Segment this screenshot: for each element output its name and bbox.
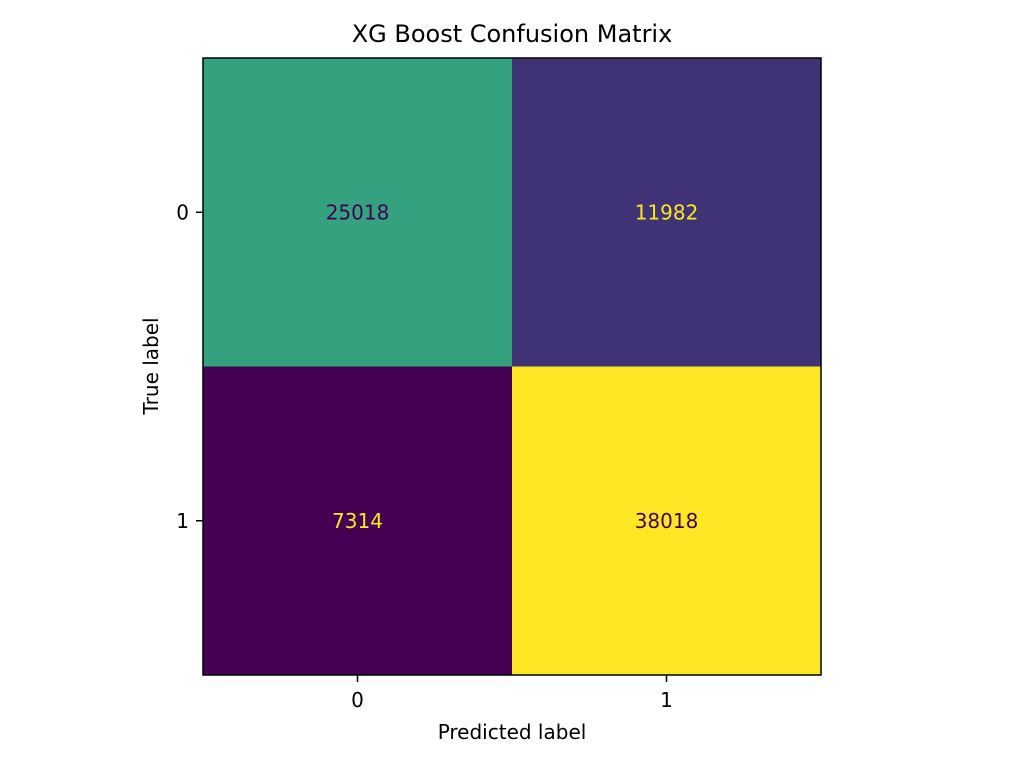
heatmap-cell-0-0 (203, 58, 512, 367)
x-axis-label: Predicted label (438, 720, 587, 744)
x-tick-label-0: 0 (351, 688, 364, 712)
chart-title: XG Boost Confusion Matrix (352, 20, 673, 48)
heatmap-cell-label-1-0: 7314 (332, 509, 383, 533)
y-axis-label: True label (139, 317, 163, 415)
heatmap-cells (203, 58, 821, 675)
heatmap-cell-label-0-1: 11982 (635, 200, 699, 224)
heatmap-cell-label-0-0: 25018 (326, 200, 390, 224)
y-tick-label-1: 1 (176, 509, 189, 533)
heatmap-cell-label-1-1: 38018 (635, 509, 699, 533)
heatmap-cell-1-1 (512, 366, 821, 675)
y-axis-ticks: 01 (176, 200, 203, 533)
x-tick-label-1: 1 (660, 688, 673, 712)
heatmap-cell-1-0 (203, 366, 512, 675)
heatmap-cell-0-1 (512, 58, 821, 367)
plot-frame (202, 57, 822, 676)
heatmap-cell-labels: 25018 11982 7314 38018 (326, 200, 699, 533)
y-tick-label-0: 0 (176, 200, 189, 224)
